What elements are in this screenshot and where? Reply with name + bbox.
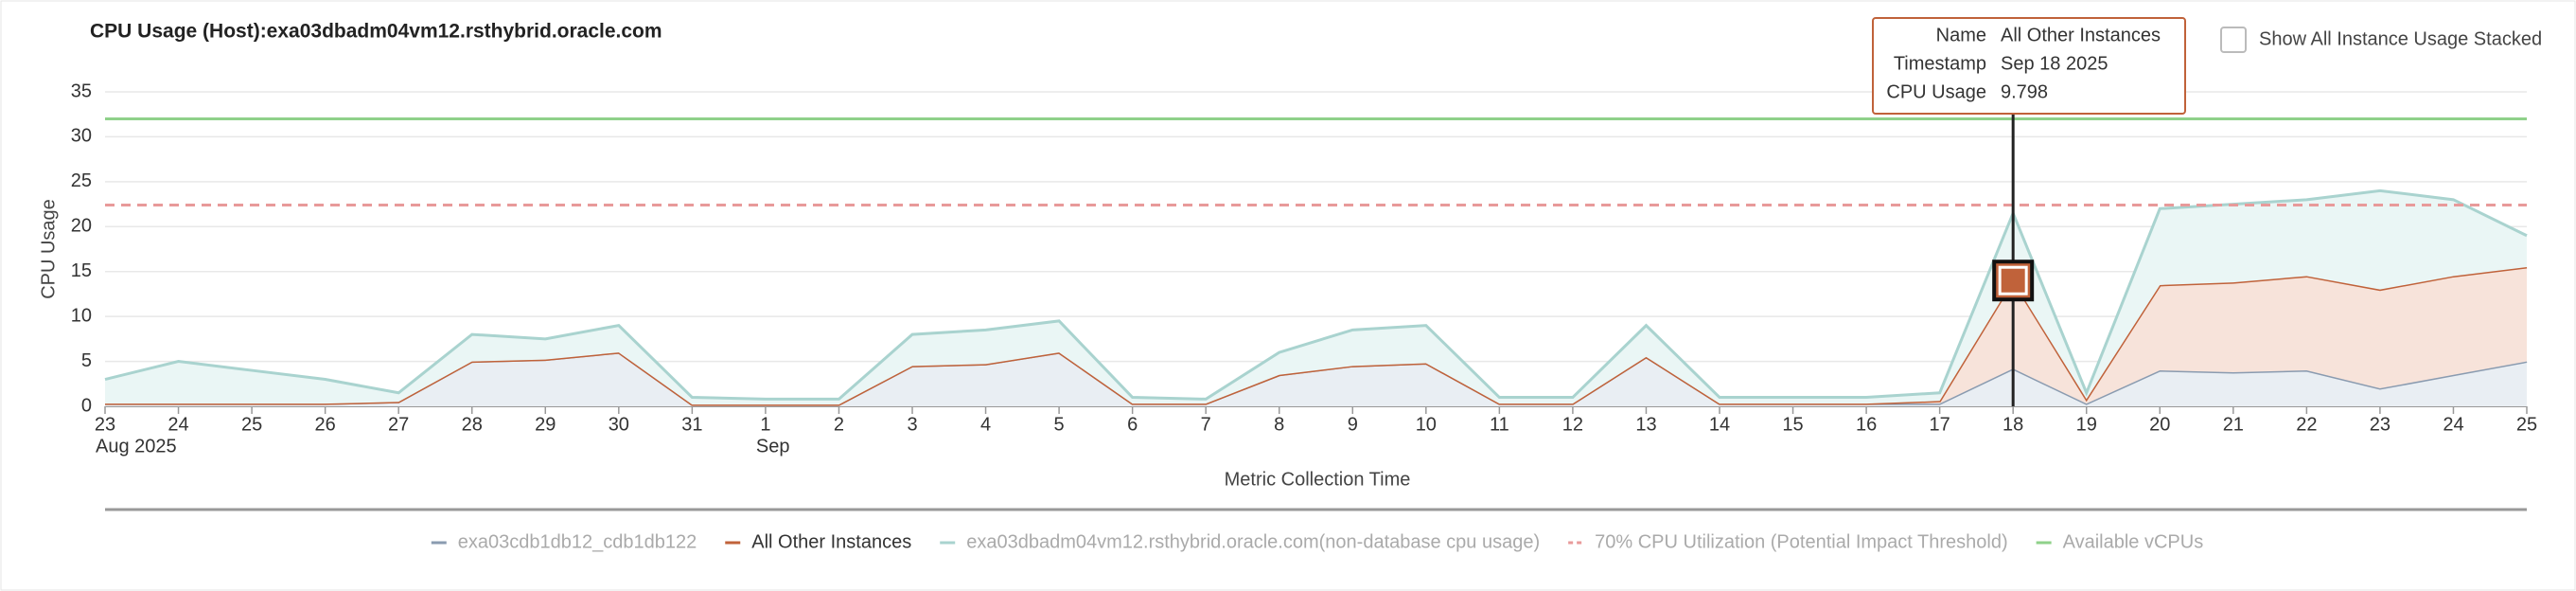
x-tick-label: 17 <box>1930 414 1950 435</box>
y-tick-label: 30 <box>71 126 92 147</box>
x-tick-label: 27 <box>388 414 409 435</box>
chart-title: CPU Usage (Host):exa03dbadm04vm12.rsthyb… <box>90 21 662 43</box>
tooltip-value: All Other Instances <box>2001 25 2161 45</box>
x-tick-label: 23 <box>95 414 115 435</box>
tooltip <box>1872 17 2186 115</box>
x-tick-label: 11 <box>1490 414 1509 435</box>
x-tick-label: 19 <box>2076 414 2097 435</box>
line <box>104 188 2528 401</box>
y-tick-label: 10 <box>71 305 92 326</box>
hover-marker-ring <box>1998 265 2028 296</box>
x-tick-label: 4 <box>980 414 991 435</box>
legend-label[interactable]: All Other Instances <box>751 531 911 552</box>
x-tick-label: 23 <box>2370 414 2391 435</box>
x-tick-label: 6 <box>1127 414 1138 435</box>
y-tick-label: 25 <box>71 170 92 191</box>
y-tick-label: 35 <box>71 81 92 101</box>
legend-label[interactable]: exa03dbadm04vm12.rsthybrid.oracle.com(no… <box>966 531 1540 552</box>
x-tick-label: 3 <box>907 414 917 435</box>
x-tick-label: 20 <box>2149 414 2170 435</box>
y-tick-label: 0 <box>81 395 92 416</box>
legend: exa03cdb1db12_cdb1db122 All Other Instanc… <box>431 531 2204 552</box>
x-tick-label: 1 <box>760 414 770 435</box>
x-tick-label: 2 <box>834 414 844 435</box>
legend-label[interactable]: 70% CPU Utilization (Potential Impact Th… <box>1595 531 2007 552</box>
y-tick-label: 20 <box>71 216 92 237</box>
area <box>105 352 2527 406</box>
checkbox-label[interactable]: Show All Instance Usage Stacked <box>2259 28 2542 49</box>
x-tick-label: 30 <box>609 414 629 435</box>
x-tick-label: 29 <box>535 414 556 435</box>
x-tick-label: 21 <box>2223 414 2244 435</box>
x-tick-label: 5 <box>1054 414 1065 435</box>
y-tick-label: 5 <box>81 350 92 371</box>
x-axis-title: Metric Collection Time <box>1225 469 1411 490</box>
x-tick-label: 31 <box>681 414 702 435</box>
x-tick-label: 24 <box>2443 414 2463 435</box>
legend-label[interactable]: exa03cdb1db12_cdb1db122 <box>458 531 697 552</box>
x-tick-label: 26 <box>315 414 336 435</box>
x-tick-label: 14 <box>1709 414 1730 435</box>
x-tick-label: 25 <box>241 414 262 435</box>
x-tick-label: 7 <box>1201 414 1211 435</box>
tooltip-label: Name <box>1936 25 1986 45</box>
y-axis-title: CPU Usage <box>38 199 59 299</box>
tooltip-value: Sep 18 2025 <box>2001 53 2108 74</box>
tooltip-label: Timestamp <box>1894 53 1986 74</box>
x-tick-label: 18 <box>2003 414 2023 435</box>
legend-label[interactable]: Available vCPUs <box>2063 531 2204 552</box>
x-tick-label: 8 <box>1274 414 1284 435</box>
x-tick-label: 25 <box>2516 414 2537 435</box>
x-tick-label: 15 <box>1782 414 1803 435</box>
x-period-label: Aug 2025 <box>96 436 177 457</box>
x-tick-label: 28 <box>462 414 483 435</box>
tooltip-label: CPU Usage <box>1886 81 1986 102</box>
area <box>105 190 2527 405</box>
x-tick-label: 12 <box>1562 414 1583 435</box>
x-tick-label: 22 <box>2296 414 2317 435</box>
x-tick-label: 24 <box>168 414 188 435</box>
checkbox[interactable] <box>2220 27 2247 53</box>
x-tick-label: 16 <box>1856 414 1877 435</box>
area <box>105 266 2527 405</box>
x-tick-label: 10 <box>1416 414 1437 435</box>
x-tick-label: 13 <box>1635 414 1656 435</box>
y-tick-label: 15 <box>71 260 92 281</box>
x-period-label: Sep <box>756 436 790 457</box>
x-tick-label: 9 <box>1348 414 1358 435</box>
tooltip-value: 9.798 <box>2001 81 2048 102</box>
